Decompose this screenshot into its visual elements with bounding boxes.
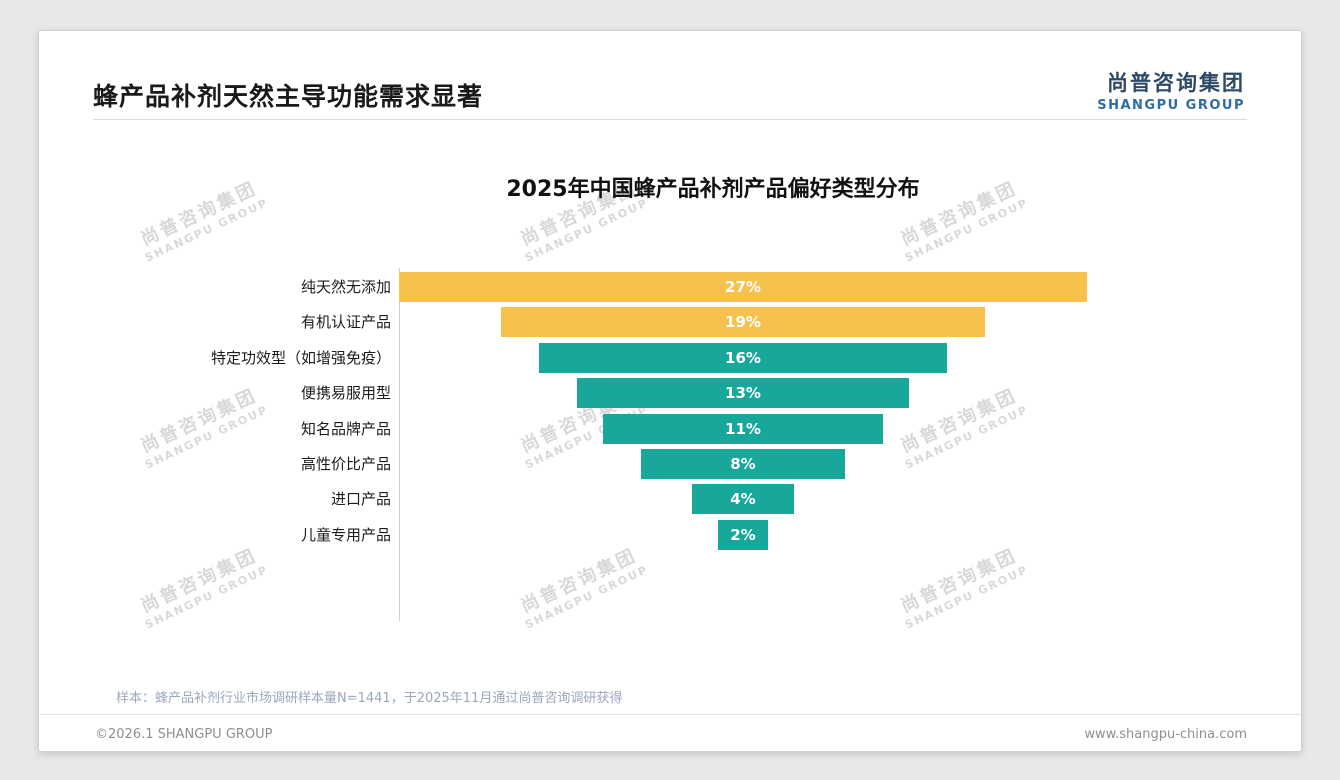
chart-row: 进口产品 4% — [39, 484, 1301, 515]
bar-category-label: 特定功效型（如增强免疫） — [210, 348, 391, 367]
bar: 8% — [641, 449, 845, 479]
bar-category-label: 高性价比产品 — [300, 455, 391, 473]
chart-row: 便携易服用型 13% — [39, 378, 1301, 409]
bar-category-label: 有机认证产品 — [300, 313, 391, 332]
logo-chinese-text: 尚普咨询集团 — [1107, 71, 1245, 95]
chart-row: 高性价比产品 8% — [39, 449, 1301, 479]
bar-value-label: 8% — [730, 455, 756, 473]
bar-category-label: 纯天然无添加 — [300, 278, 391, 296]
company-logo: 尚普咨询集团 SHANGPU GROUP — [1097, 67, 1245, 113]
chart-row: 有机认证产品 19% — [39, 307, 1301, 338]
bar: 13% — [577, 378, 909, 409]
bar-category-label: 进口产品 — [330, 490, 391, 509]
footer-divider — [39, 714, 1301, 715]
bar-category-label: 便携易服用型 — [300, 384, 391, 403]
bar-value-label: 16% — [725, 348, 761, 367]
bar-category-label: 儿童专用产品 — [300, 525, 391, 544]
bar: 2% — [717, 519, 769, 550]
bar: 27% — [399, 272, 1087, 302]
chart-row: 特定功效型（如增强免疫） 16% — [39, 342, 1301, 373]
bar: 11% — [602, 413, 884, 444]
chart-row: 纯天然无添加 27% — [39, 272, 1301, 302]
bar: 4% — [692, 484, 794, 515]
bar-value-label: 19% — [725, 313, 761, 332]
copyright-text: ©2026.1 SHANGPU GROUP — [95, 727, 273, 742]
chart-title: 2025年中国蜂产品补剂产品偏好类型分布 — [506, 177, 920, 202]
page-title: 蜂产品补剂天然主导功能需求显著 — [93, 82, 484, 111]
chart-axis-line — [399, 268, 400, 621]
slide-card: 尚普咨询集团 SHANGPU GROUP 尚普咨询集团 SHANGPU GROUP 尚普… — [38, 30, 1302, 752]
slide-content: 蜂产品补剂天然主导功能需求显著 尚普咨询集团 SHANGPU GROUP 202… — [39, 31, 1301, 751]
bar-value-label: 11% — [725, 419, 761, 438]
chart-row: 知名品牌产品 11% — [39, 413, 1301, 444]
bar: 19% — [500, 307, 986, 338]
sample-note: 样本：蜂产品补剂行业市场调研样本量N=1441，于2025年11月通过尚普咨询调… — [116, 691, 623, 706]
logo-english-text: SHANGPU GROUP — [1097, 98, 1245, 113]
bar: 16% — [539, 342, 947, 373]
bar-category-label: 知名品牌产品 — [300, 419, 391, 438]
bar-value-label: 4% — [730, 490, 756, 509]
header-divider — [93, 119, 1247, 120]
bar-value-label: 2% — [730, 525, 756, 544]
website-text: www.shangpu-china.com — [1084, 727, 1247, 742]
bar-value-label: 13% — [725, 384, 761, 403]
chart-row: 儿童专用产品 2% — [39, 519, 1301, 550]
bar-value-label: 27% — [725, 278, 761, 296]
